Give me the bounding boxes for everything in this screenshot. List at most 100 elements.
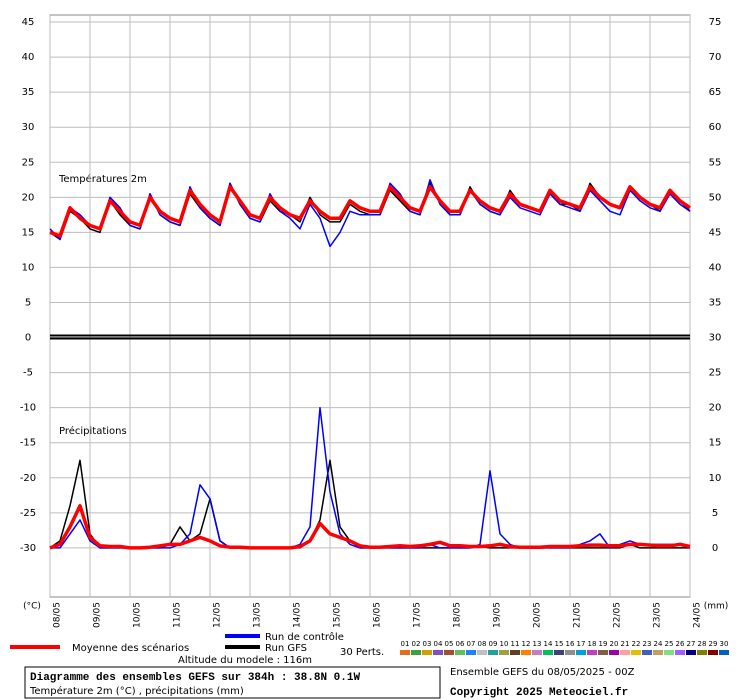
x-tick-label: 14/05: [293, 602, 303, 628]
pert-legend-label: 30: [720, 640, 729, 648]
pert-legend-swatch: [609, 650, 619, 655]
pert-legend-swatch: [543, 650, 553, 655]
pert-legend-swatch: [686, 650, 696, 655]
altitude: Altitude du modele : 116m: [178, 655, 312, 666]
y-tick-label: 5: [25, 297, 31, 308]
pert-legend-swatch: [642, 650, 652, 655]
x-tick-label: 11/05: [173, 602, 183, 628]
pert-legend-label: 18: [588, 640, 597, 648]
x-tick-label: 15/05: [333, 602, 343, 628]
pert-legend-swatch: [422, 650, 432, 655]
pert-legend-label: 29: [709, 640, 718, 648]
pert-legend-label: 06: [456, 640, 465, 648]
precip-label: Précipitations: [59, 425, 127, 437]
pert-legend-label: 19: [599, 640, 608, 648]
y-tick-label: -20: [20, 473, 36, 484]
pert-legend-swatch: [598, 650, 608, 655]
title-box: [24, 666, 441, 699]
pert-legend-swatch: [455, 650, 465, 655]
pert-legend-label: 24: [654, 640, 663, 648]
title: Diagramme des ensembles GEFS sur 384h : …: [30, 672, 360, 684]
pert-legend-label: 23: [643, 640, 652, 648]
pert-legend-swatch: [587, 650, 597, 655]
x-tick-label: 08/05: [53, 602, 63, 628]
x-tick-label: 13/05: [253, 602, 263, 628]
x-tick-label: 17/05: [413, 602, 423, 628]
series-line: [49, 185, 692, 238]
pert-legend-swatch: [532, 650, 542, 655]
pert-legend-swatch: [499, 650, 509, 655]
legend-label: Run de contrôle: [265, 631, 344, 643]
pert-legend-label: 07: [467, 640, 476, 648]
legend-label: Run GFS: [265, 643, 307, 654]
copyright: Copyright 2025 Meteociel.fr: [450, 687, 628, 699]
pert-legend-swatch: [631, 650, 641, 655]
pert-legend-label: 21: [621, 640, 630, 648]
pert-legend-label: 15: [555, 640, 564, 648]
pert-legend-swatch: [565, 650, 575, 655]
perts-label: 30 Perts.: [340, 647, 384, 658]
x-tick-label: 21/05: [573, 602, 583, 628]
pert-legend-label: 09: [489, 640, 498, 648]
y-tick-label: 10: [22, 262, 35, 273]
legend-label: Moyenne des scénarios: [72, 642, 189, 654]
run-info: Ensemble GEFS du 08/05/2025 - 00Z: [450, 667, 635, 678]
y2-tick-label: 70: [709, 52, 722, 63]
pert-legend-label: 25: [665, 640, 674, 648]
y2-tick-label: 20: [709, 403, 722, 414]
pert-legend-swatch: [411, 650, 421, 655]
y2-tick-label: 55: [709, 157, 722, 168]
y2-tick-label: 75: [709, 17, 722, 28]
x-tick-label: 20/05: [533, 602, 543, 628]
y2-tick-label: 0: [712, 543, 718, 554]
x-tick-label: 22/05: [613, 602, 623, 628]
y-tick-label: -5: [23, 368, 33, 379]
pert-legend-swatch: [653, 650, 663, 655]
pert-legend-swatch: [675, 650, 685, 655]
pert-legend-label: 03: [423, 640, 432, 648]
pert-legend-swatch: [433, 650, 443, 655]
pert-legend-label: 01: [401, 640, 410, 648]
x-tick-label: 16/05: [373, 602, 383, 628]
pert-legend-label: 12: [522, 640, 531, 648]
y-tick-label: -10: [20, 403, 36, 414]
y2-tick-label: 30: [709, 333, 722, 344]
pert-legend-label: 22: [632, 640, 641, 648]
pert-legend-label: 02: [412, 640, 421, 648]
y2-tick-label: 25: [709, 368, 722, 379]
x-tick-label: 19/05: [493, 602, 503, 628]
y2-tick-label: 45: [709, 227, 722, 238]
pert-legend-swatch: [697, 650, 707, 655]
pert-legend-label: 27: [687, 640, 696, 648]
y-tick-label: 45: [22, 17, 35, 28]
pert-legend-swatch: [708, 650, 718, 655]
pert-legend-label: 20: [610, 640, 619, 648]
y-tick-label: 0: [25, 333, 31, 344]
x-tick-label: 18/05: [453, 602, 463, 628]
pert-legend-swatch: [620, 650, 630, 655]
y2-tick-label: 10: [709, 473, 722, 484]
pert-legend-swatch: [521, 650, 531, 655]
y-tick-label: 40: [22, 52, 35, 63]
y2-tick-label: 5: [712, 508, 718, 519]
y2-tick-label: 15: [709, 438, 722, 449]
pert-legend-swatch: [477, 650, 487, 655]
pert-legend-label: 17: [577, 640, 586, 648]
pert-legend-swatch: [576, 650, 586, 655]
pert-legend-label: 04: [434, 640, 443, 648]
pert-legend-swatch: [719, 650, 729, 655]
y-tick-label: -25: [20, 508, 36, 519]
pert-legend-label: 13: [533, 640, 542, 648]
y2-tick-label: 40: [709, 262, 722, 273]
y2-tick-label: 35: [709, 297, 722, 308]
pert-legend-label: 05: [445, 640, 454, 648]
x-tick-label: 24/05: [693, 602, 703, 628]
pert-legend-label: 28: [698, 640, 707, 648]
series-line: [49, 504, 691, 550]
pert-legend-label: 11: [511, 640, 520, 648]
x-tick-label: 12/05: [213, 602, 223, 628]
pert-legend-swatch: [488, 650, 498, 655]
pert-legend-label: 10: [500, 640, 509, 648]
subtitle: Température 2m (°C) , précipitations (mm…: [29, 685, 244, 697]
